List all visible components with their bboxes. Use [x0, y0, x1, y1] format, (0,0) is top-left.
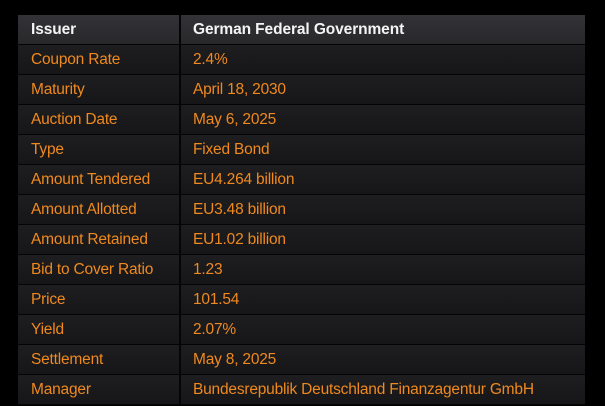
row-label: Settlement [18, 345, 181, 374]
row-value: April 18, 2030 [193, 80, 286, 98]
row-value: Bundesrepublik Deutschland Finanzagentur… [193, 380, 534, 398]
row-label: Auction Date [18, 105, 181, 134]
table-row: Coupon Rate 2.4% [18, 45, 585, 75]
row-value: Fixed Bond [193, 140, 270, 158]
row-label: Type [18, 135, 181, 164]
table-row: Price 101.54 [18, 285, 585, 315]
table-row: Type Fixed Bond [18, 135, 585, 165]
row-value: EU4.264 billion [193, 170, 295, 188]
table-row: Amount Allotted EU3.48 billion [18, 195, 585, 225]
row-label: Yield [18, 315, 181, 344]
row-value: EU1.02 billion [193, 230, 286, 248]
table-row: Settlement May 8, 2025 [18, 345, 585, 375]
table-row: Amount Retained EU1.02 billion [18, 225, 585, 255]
table-row: Yield 2.07% [18, 315, 585, 345]
row-value: EU3.48 billion [193, 200, 286, 218]
table-row: Manager Bundesrepublik Deutschland Finan… [18, 375, 585, 405]
table-row: Bid to Cover Ratio 1.23 [18, 255, 585, 285]
header-label-cell: Issuer [18, 15, 181, 44]
row-value: May 6, 2025 [193, 110, 277, 128]
header-value-cell: German Federal Government [193, 20, 405, 38]
table-row: Auction Date May 6, 2025 [18, 105, 585, 135]
bond-auction-table: Issuer German Federal Government Coupon … [18, 15, 585, 405]
row-label: Amount Tendered [18, 165, 181, 194]
table-header-row: Issuer German Federal Government [18, 15, 585, 45]
table-body: Coupon Rate 2.4% Maturity April 18, 2030… [18, 45, 585, 405]
row-label: Amount Retained [18, 225, 181, 254]
row-value: 1.23 [193, 260, 223, 278]
row-label: Manager [18, 375, 181, 404]
row-value: 2.4% [193, 50, 228, 68]
row-label: Price [18, 285, 181, 314]
row-value: 2.07% [193, 320, 236, 338]
row-label: Coupon Rate [18, 45, 181, 74]
row-value: May 8, 2025 [193, 350, 277, 368]
row-label: Amount Allotted [18, 195, 181, 224]
row-value: 101.54 [193, 290, 240, 308]
table-row: Amount Tendered EU4.264 billion [18, 165, 585, 195]
table-row: Maturity April 18, 2030 [18, 75, 585, 105]
row-label: Maturity [18, 75, 181, 104]
row-label: Bid to Cover Ratio [18, 255, 181, 284]
